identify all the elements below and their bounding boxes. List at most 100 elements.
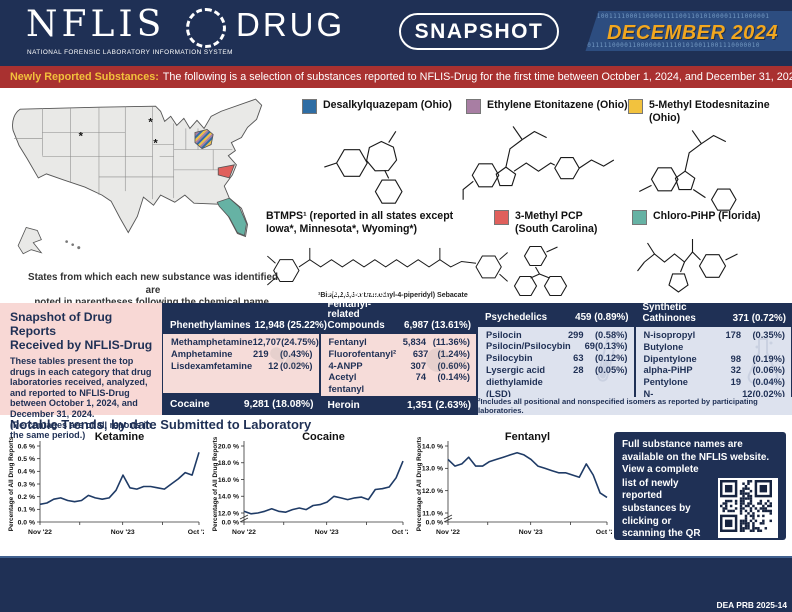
svg-text:Oct '24: Oct '24 <box>392 529 408 536</box>
state-florida <box>216 197 247 237</box>
drug-category-column: Psychedelics 459 (0.89%) Psilocin 299 (0.58%… <box>477 303 635 415</box>
structure-ethylene-etonitazene <box>455 112 623 209</box>
header: NFLIS DRUG NATIONAL FORENSIC LABORATORY … <box>0 0 792 66</box>
us-map: * * * <box>12 98 263 255</box>
drug-row: Pentylone 19 (0.04%) <box>643 377 786 388</box>
chart-fentanyl: Fentanyl Percentage of All Drug Reports 0.… <box>416 431 612 536</box>
svg-text:Nov '22: Nov '22 <box>28 529 52 536</box>
trends-heading: Notable Trends, by date Submitted to Lab… <box>10 417 312 432</box>
drug-row: Amphetamine 219 (0.43%) <box>171 348 313 359</box>
drug-category-column: Phenethylamines 12,948 (25.22%) Methamphet… <box>162 303 328 415</box>
svg-text:0.3 %: 0.3 % <box>18 481 35 488</box>
banner-highlight: Newly Reported Substances: <box>10 71 159 83</box>
chart-cocaine: Cocaine Percentage of All Drug Reports 0.0… <box>212 431 408 536</box>
pill-watermark-icon <box>422 342 468 387</box>
chart-ketamine: Ketamine Percentage of All Drug Reports 0.… <box>8 431 204 536</box>
drug-row: N-isopropyl Butylone 178 (0.35%) <box>643 330 786 352</box>
svg-text:Ketamine: Ketamine <box>95 431 145 443</box>
legend-swatch-blue <box>302 99 317 114</box>
prb-number: DEA PRB 2025-14 <box>716 600 787 610</box>
category-rows: Methamphetamine 12,707 (24.75%) Amphetamine… <box>163 334 319 393</box>
footer: DEA GUARDS METHOD Click or scan the QR c… <box>0 556 792 612</box>
snapshot-body: These tables present the top drugs in ea… <box>10 356 152 441</box>
svg-text:11.0 %: 11.0 % <box>422 510 443 517</box>
drug-row: Psilocin 299 (0.58%) <box>486 329 628 340</box>
svg-text:12.0 %: 12.0 % <box>218 510 239 517</box>
svg-text:Nov '22: Nov '22 <box>232 529 256 536</box>
svg-text:Nov '22: Nov '22 <box>436 529 460 536</box>
map-asterisks: * * * <box>79 116 159 149</box>
category-rows: Fentanyl 5,834 (11.36%) Fluorofentanyl² 637(… <box>320 334 476 396</box>
svg-text:Oct '24: Oct '24 <box>188 529 204 536</box>
category-header: Fentanyl and Fentanyl- related Compounds… <box>327 288 472 331</box>
drug-row: Acetyl fentanyl 74 (0.14%) <box>328 372 471 395</box>
svg-text:Nov '23: Nov '23 <box>111 529 135 536</box>
table-footnote: ²Includes all positional and nonspecifie… <box>478 397 792 415</box>
svg-text:Nov '23: Nov '23 <box>519 529 543 536</box>
svg-text:0.2 %: 0.2 % <box>18 494 35 501</box>
drug-wordmark: DRUG <box>236 6 346 43</box>
drug-row: Psilocybin 63 (0.12%) <box>486 353 628 364</box>
edition-label: DECEMBER 2024 <box>606 22 778 44</box>
legend-item-chloro-pihp: Chloro-PiHP (Florida) <box>632 210 790 225</box>
svg-text:0.5 %: 0.5 % <box>18 456 35 463</box>
drug-row: Dipentylone 98 (0.19%) <box>643 353 786 364</box>
svg-text:Fentanyl: Fentanyl <box>505 431 550 443</box>
legend-item-desalkylquazepam: Desalkylquazepam (Ohio) <box>302 99 460 114</box>
category-rows: Psilocin 299 (0.58%) Psilocin/Psilocybin 69(… <box>478 326 634 401</box>
structure-btmps <box>246 238 538 294</box>
asterisk-iowa: * <box>153 138 158 150</box>
info-text-left: list of newly reported substances by cli… <box>622 478 714 566</box>
svg-text:20.0 %: 20.0 % <box>218 443 239 450</box>
svg-text:Percentage of All Drug Reports: Percentage of All Drug Reports <box>8 436 15 531</box>
svg-text:Percentage of All Drug Reports: Percentage of All Drug Reports <box>212 436 219 531</box>
drug-row: alpha-PiHP 32 (0.06%) <box>643 365 786 376</box>
btmps-footnote: ¹Bis(2,2,6,6-tetramethyl-4-piperidyl) Se… <box>318 292 468 299</box>
snapshot-badge: SNAPSHOT <box>399 13 559 50</box>
structure-chloro-pihp <box>634 228 790 300</box>
category-header: Phenethylamines 12,948 (25.22%) <box>170 319 328 331</box>
category-header: Psychedelics 459 (0.89%) <box>485 312 629 324</box>
svg-text:Percentage of All Drug Reports: Percentage of All Drug Reports <box>416 436 423 531</box>
state-south-carolina <box>217 164 236 179</box>
structure-3-methyl-pcp <box>502 240 580 302</box>
legend-swatch-teal <box>632 210 647 225</box>
map-caption: States from which each new substance was… <box>28 272 278 308</box>
legend-swatch-gold <box>628 99 643 114</box>
snapshot-title: Snapshot of Drug Reports Received by NFL… <box>10 310 153 352</box>
state-hawaii <box>65 240 81 250</box>
snapshot-panel: Snapshot of Drug Reports Received by NFL… <box>0 303 162 440</box>
svg-text:0.0 %: 0.0 % <box>426 519 443 526</box>
drug-row: Lysergic acid diethylamide (LSD) 28 (0.05%… <box>486 364 628 399</box>
legend-item-3-methyl-pcp: 3-Methyl PCP (South Carolina) <box>494 210 614 235</box>
structure-5-methyl-etodesnitazine <box>624 112 792 214</box>
drug-row: Fentanyl 5,834 (11.36%) <box>328 337 471 347</box>
drug-reports-table: Phenethylamines 12,948 (25.22%) Methamphet… <box>162 288 792 415</box>
nflis-tagline: NATIONAL FORENSIC LABORATORY INFORMATION… <box>27 49 233 56</box>
drug-category-column: Fentanyl and Fentanyl- related Compounds… <box>320 288 478 415</box>
category-footer-row: Heroin 1,351 (2.63%) <box>327 399 472 411</box>
info-panel: Full substance names are available on th… <box>614 432 786 564</box>
banner-text: The following is a selection of substanc… <box>162 71 792 83</box>
svg-text:14.0 %: 14.0 % <box>218 494 239 501</box>
drug-row: Psilocin/Psilocybin 69 (0.13%) <box>486 341 628 352</box>
svg-text:0.0 %: 0.0 % <box>222 519 239 526</box>
category-header: Synthetic Cathinones 371 (0.72%) <box>642 302 787 324</box>
svg-text:14.0 %: 14.0 % <box>422 443 443 450</box>
legend-item-5-methyl-etodesnitazine: 5-Methyl Etodesnitazine (Ohio) <box>628 99 792 124</box>
asterisk-wyoming: * <box>79 131 84 143</box>
svg-text:Oct '24: Oct '24 <box>596 529 612 536</box>
newly-reported-banner: Newly Reported Substances: The following … <box>0 66 792 88</box>
flask-watermark-icon <box>741 335 783 390</box>
pill-watermark-icon <box>265 342 311 387</box>
state-alaska <box>17 226 43 255</box>
nflis-ring-logo-icon <box>186 8 226 48</box>
test-tube-watermark-icon <box>590 335 626 392</box>
drug-row: Methamphetamine 12,707 (24.75%) <box>171 337 319 347</box>
substances-qr-code[interactable] <box>718 477 778 538</box>
legend-swatch-red <box>494 210 509 225</box>
svg-text:13.0 %: 13.0 % <box>422 466 443 473</box>
